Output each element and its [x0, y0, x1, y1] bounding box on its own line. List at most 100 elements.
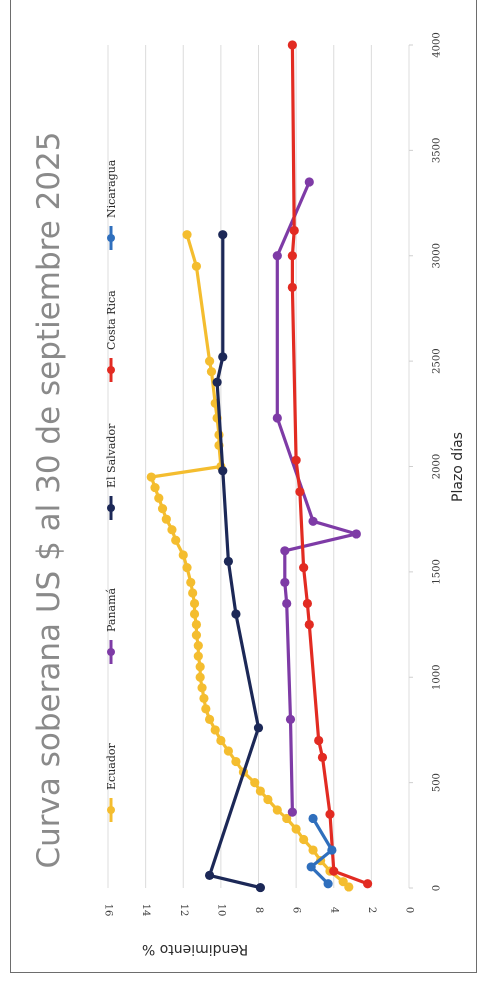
- data-point-costa-rica: [287, 251, 297, 261]
- legend-item-costa-rica: Costa Rica: [105, 290, 118, 382]
- series-el-salvador: [204, 230, 265, 893]
- data-point-costa-rica: [304, 619, 314, 630]
- data-point-el-salvador: [253, 723, 264, 733]
- x-axis-ticks: 0 500 1000 1500 2000 2500 3000 3500 4000: [409, 32, 443, 891]
- data-point-costa-rica: [299, 563, 309, 573]
- data-point-ecuador: [182, 563, 192, 573]
- data-point-costa-rica: [289, 225, 299, 236]
- data-point-ecuador: [157, 504, 168, 514]
- data-point-ecuador: [161, 514, 171, 524]
- data-point-ecuador: [150, 482, 160, 493]
- data-point-panam: [280, 546, 290, 556]
- legend-item-el-salvador: El Salvador: [105, 423, 118, 520]
- data-point-ecuador: [338, 877, 348, 887]
- legend-item-ecuador: Ecuador: [105, 743, 118, 822]
- legend-item-nicaragua: Nicaragua: [105, 159, 118, 250]
- data-point-ecuador: [178, 550, 188, 560]
- data-point-el-salvador: [255, 882, 265, 893]
- data-point-el-salvador: [204, 870, 215, 880]
- data-point-panam: [280, 577, 290, 588]
- x-tick-label: 4000: [432, 32, 443, 57]
- x-tick-label: 0: [432, 885, 443, 891]
- data-point-panam: [287, 807, 297, 817]
- data-point-ecuador: [299, 834, 309, 845]
- data-point-costa-rica: [287, 40, 297, 50]
- y-tick-label: 4: [328, 907, 339, 913]
- data-point-ecuador: [193, 641, 203, 651]
- legend-label: Panamá: [105, 587, 118, 632]
- data-point-ecuador: [167, 525, 177, 535]
- legend-swatch-marker: [107, 234, 115, 242]
- data-point-ecuador: [191, 630, 202, 640]
- x-axis-label: Plazo días: [450, 432, 466, 502]
- data-point-ecuador: [193, 651, 203, 661]
- data-point-ecuador: [171, 535, 181, 545]
- y-tick-label: 8: [253, 907, 264, 913]
- legend-swatch-marker: [107, 504, 115, 512]
- data-point-el-salvador: [212, 377, 222, 387]
- y-tick-label: 10: [215, 904, 226, 917]
- data-point-costa-rica: [317, 752, 328, 762]
- data-point-ecuador: [210, 725, 220, 735]
- y-axis-label: Rendimiento %: [142, 941, 248, 957]
- data-point-ecuador: [189, 609, 200, 619]
- series-line-nicaragua: [309, 816, 334, 886]
- data-point-ecuador: [291, 824, 301, 834]
- x-tick-label: 3000: [432, 243, 443, 268]
- series-line-el-salvador: [208, 233, 262, 890]
- data-point-nicaragua: [323, 879, 333, 889]
- chart-title: Curva soberana US $ al 30 de septiembre …: [31, 131, 67, 868]
- y-axis-ticks: 0 2 4 6 8 10 12 14 16: [103, 904, 415, 917]
- y-tick-label: 6: [291, 907, 302, 913]
- data-point-ecuador: [182, 230, 192, 240]
- data-point-costa-rica: [314, 735, 324, 746]
- x-tick-label: 2500: [432, 348, 443, 373]
- legend-label: El Salvador: [105, 423, 118, 488]
- data-point-el-salvador: [231, 609, 241, 619]
- legend-label: Costa Rica: [105, 290, 118, 350]
- data-point-panam: [272, 251, 282, 261]
- data-point-ecuador: [263, 794, 273, 805]
- y-tick-label: 2: [366, 907, 377, 913]
- x-tick-label: 500: [432, 773, 443, 792]
- data-point-ecuador: [189, 598, 200, 609]
- legend-swatch-marker: [107, 648, 115, 656]
- data-point-panam: [272, 413, 282, 423]
- plot-area: [146, 40, 373, 893]
- data-point-panam: [351, 529, 361, 539]
- data-point-ecuador: [191, 261, 202, 271]
- gridlines: [107, 45, 410, 888]
- data-point-ecuador: [195, 662, 205, 672]
- y-tick-label: 14: [140, 904, 151, 917]
- y-tick-label: 0: [404, 907, 415, 913]
- data-point-el-salvador: [223, 556, 233, 566]
- data-point-ecuador: [255, 786, 265, 796]
- data-point-ecuador: [146, 472, 156, 482]
- data-point-costa-rica: [363, 879, 373, 889]
- data-point-ecuador: [188, 588, 198, 598]
- data-point-ecuador: [223, 746, 233, 756]
- series-panam: [272, 177, 361, 817]
- data-point-ecuador: [231, 756, 241, 767]
- series-nicaragua: [306, 813, 337, 889]
- data-point-el-salvador: [218, 466, 228, 476]
- y-tick-label: 16: [103, 904, 114, 917]
- data-point-el-salvador: [218, 230, 228, 240]
- series-line-costa-rica: [290, 43, 370, 886]
- data-point-ecuador: [199, 693, 209, 703]
- data-point-ecuador: [282, 813, 292, 824]
- series-line-ecuador: [149, 233, 351, 889]
- data-point-costa-rica: [287, 282, 297, 292]
- x-tick-label: 2000: [432, 454, 443, 479]
- data-point-costa-rica: [295, 487, 305, 497]
- y-tick-label: 12: [178, 904, 189, 917]
- legend-swatch-marker: [107, 806, 115, 814]
- data-point-ecuador: [186, 577, 196, 588]
- data-point-ecuador: [197, 683, 207, 693]
- series-line-panam: [275, 180, 358, 814]
- data-point-nicaragua: [308, 813, 318, 824]
- x-tick-label: 1000: [432, 665, 443, 690]
- x-tick-label: 1500: [432, 559, 443, 584]
- data-point-ecuador: [308, 845, 318, 855]
- data-point-panam: [285, 714, 296, 725]
